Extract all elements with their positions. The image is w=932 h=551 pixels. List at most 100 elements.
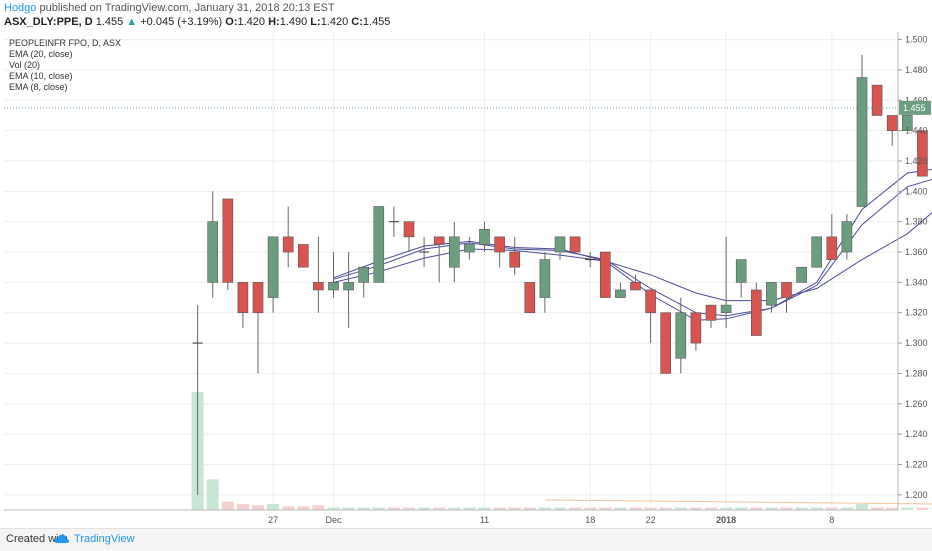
time-tick-label: 8 [829, 515, 834, 525]
low-label: L: [310, 16, 320, 28]
candle-body [842, 222, 852, 252]
time-tick-label: 11 [480, 515, 489, 525]
candle-body [691, 313, 701, 343]
footer: Created with TradingView [0, 528, 932, 551]
volume-bar [282, 506, 294, 510]
time-tick-label: 22 [646, 515, 656, 525]
candle [872, 85, 882, 115]
volume-bar [297, 506, 309, 510]
price-tick-label: 1.300 [905, 338, 928, 348]
volume-bar [901, 508, 913, 510]
symbol-name: ASX_DLY:PPE, D [4, 16, 93, 28]
open-label: O: [225, 16, 237, 28]
candle-body [480, 229, 490, 244]
price-tick-label: 1.420 [905, 156, 928, 166]
candle-body [344, 282, 354, 290]
candle-body [721, 305, 731, 313]
candle-body [555, 237, 565, 252]
price-tick-label: 1.280 [905, 368, 928, 378]
volume-bar [207, 479, 219, 510]
candle-body [298, 244, 308, 267]
high-value: 1.490 [280, 16, 308, 28]
candle-body [510, 252, 520, 267]
candle-body [661, 313, 671, 374]
candle [917, 131, 927, 177]
candle-body [872, 85, 882, 115]
candle-body [615, 290, 625, 298]
low-value: 1.420 [321, 16, 349, 28]
time-tick-label: 18 [585, 515, 595, 525]
legend-item: EMA (8, close) [9, 82, 68, 92]
candle [374, 207, 384, 283]
candle-body [404, 222, 414, 237]
price-tick-label: 1.240 [905, 429, 928, 439]
open-value: 1.420 [238, 16, 266, 28]
published-text: published on TradingView.com, January 31… [39, 2, 334, 14]
candle-body [797, 267, 807, 282]
volume-bar [312, 505, 324, 510]
candle-body [359, 267, 369, 282]
publish-line: Hodgo published on TradingView.com, Janu… [4, 2, 335, 14]
legend-item: PEOPLEINFR FPO, D, ASX [9, 38, 121, 48]
time-tick-label: Dec [325, 515, 342, 525]
price-tick-label: 1.260 [905, 399, 928, 409]
close-value: 1.455 [363, 16, 391, 28]
price-tick-label: 1.340 [905, 277, 928, 287]
price-change: +0.045 (+3.19%) [140, 16, 222, 28]
volume-bar [237, 504, 249, 510]
candle-body [374, 207, 384, 283]
chart-header: Hodgo published on TradingView.com, Janu… [0, 0, 932, 32]
candle-body [812, 237, 822, 267]
candle-body [434, 237, 444, 245]
current-price-label: 1.455 [903, 103, 926, 113]
candle-body [766, 282, 776, 305]
volume-bar [267, 504, 279, 510]
volume-bar [252, 505, 264, 510]
price-tick-label: 1.380 [905, 217, 928, 227]
candle-body [313, 282, 323, 290]
candle-body [238, 282, 248, 312]
candle-body [736, 260, 746, 283]
candle-body [283, 237, 293, 252]
candle [223, 199, 233, 290]
candle-body [646, 290, 656, 313]
candle-body [329, 282, 339, 290]
candle [797, 267, 807, 282]
candle-body [208, 222, 218, 283]
price-tick-label: 1.440 [905, 126, 928, 136]
candle [812, 237, 822, 267]
tradingview-cloud-icon [54, 533, 70, 545]
candle-body [449, 237, 459, 267]
candle-body [600, 252, 610, 298]
candle [525, 282, 535, 312]
candle-body [223, 199, 233, 282]
candle-body [464, 244, 474, 252]
price-tick-label: 1.220 [905, 459, 928, 469]
price-chart[interactable]: 1.5001.4801.4601.4401.4201.4001.3801.360… [0, 32, 932, 528]
price-tick-label: 1.360 [905, 247, 928, 257]
candle [298, 244, 308, 267]
candle-body [495, 237, 505, 252]
candle-body [857, 78, 867, 207]
candle-body [268, 237, 278, 298]
candle-body [676, 313, 686, 359]
candle-body [917, 131, 927, 177]
price-tick-label: 1.200 [905, 490, 928, 500]
price-tick-label: 1.400 [905, 186, 928, 196]
candle [857, 55, 867, 207]
candle-body [631, 282, 641, 290]
tradingview-link[interactable]: TradingView [74, 533, 135, 545]
candle [661, 313, 671, 374]
volume-bar [222, 502, 234, 510]
legend-item: EMA (10, close) [9, 71, 73, 81]
close-label: C: [351, 16, 363, 28]
candle-body [706, 305, 716, 320]
legend-item: Vol (20) [9, 60, 40, 70]
last-price: 1.455 [96, 16, 124, 28]
time-tick-label: 2018 [716, 515, 736, 525]
candle-body [540, 260, 550, 298]
author-link[interactable]: Hodgo [4, 2, 36, 14]
change-up-icon: ▲ [126, 16, 137, 28]
candle-body [782, 282, 792, 297]
price-tick-label: 1.500 [905, 35, 928, 45]
